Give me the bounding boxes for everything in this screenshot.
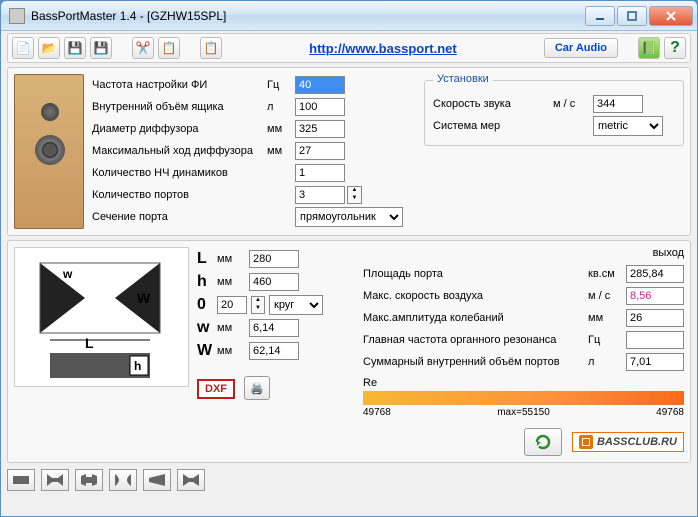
app-window: BassPortMaster 1.4 - [GZHW15SPL] 📄 📂 💾 💾…: [0, 0, 698, 517]
shape-bar: [7, 469, 691, 491]
saveas-button[interactable]: 💾: [90, 37, 112, 59]
help-button[interactable]: ?: [664, 37, 686, 59]
port-diagram-area: w W L h: [14, 247, 189, 456]
svg-text:w: w: [62, 267, 73, 281]
out-organ: [626, 331, 684, 349]
shape-flare2-button[interactable]: [75, 469, 103, 491]
save-button[interactable]: 💾: [64, 37, 86, 59]
input-nport[interactable]: [295, 186, 345, 204]
re-bar: [363, 391, 684, 405]
bassclub-icon: [579, 435, 593, 449]
label-diam: Диаметр диффузора: [92, 123, 267, 135]
label-nport: Количество портов: [92, 189, 267, 201]
svg-text:L: L: [85, 335, 94, 351]
label-section: Сечение порта: [92, 211, 267, 223]
output-panel: w W L h Lмм hмм 0▲▼круг wмм Wмм: [7, 240, 691, 463]
label-volume: Внутренний объём ящика: [92, 101, 267, 113]
bassclub-link[interactable]: BASSCLUB.RU: [572, 432, 684, 452]
app-icon: [9, 8, 25, 24]
shape-cone-button[interactable]: [143, 469, 171, 491]
svg-text:h: h: [134, 359, 141, 373]
cut-button[interactable]: ✂️: [132, 37, 154, 59]
label-xmax: Максимальный ход диффузора: [92, 145, 267, 157]
minimize-button[interactable]: [585, 6, 615, 26]
input-speed[interactable]: [593, 95, 643, 113]
label-speed: Скорость звука: [433, 98, 553, 110]
input-ndrv[interactable]: [295, 164, 345, 182]
open-button[interactable]: 📂: [38, 37, 60, 59]
settings-group: Установки Скорость звукам / с Система ме…: [424, 80, 684, 146]
close-button[interactable]: [649, 6, 693, 26]
svg-text:W: W: [137, 290, 151, 306]
label-system: Система мер: [433, 120, 553, 132]
titlebar[interactable]: BassPortMaster 1.4 - [GZHW15SPL]: [1, 1, 697, 31]
out-area: 285,84: [626, 265, 684, 283]
shape-flare1-button[interactable]: [41, 469, 69, 491]
input-xmax[interactable]: [295, 142, 345, 160]
out-vel: 8,56: [626, 287, 684, 305]
input-0[interactable]: [217, 296, 247, 314]
settings-title: Установки: [433, 73, 493, 85]
toolbar: 📄 📂 💾 💾 ✂️ 📋 📋 http://www.bassport.net C…: [7, 33, 691, 63]
shape-horn-button[interactable]: [177, 469, 205, 491]
out-totvol: 7,01: [626, 353, 684, 371]
website-link[interactable]: http://www.bassport.net: [226, 41, 540, 56]
select-section[interactable]: прямоугольник: [295, 207, 403, 227]
list-button[interactable]: 📋: [200, 37, 222, 59]
input-w[interactable]: [249, 319, 299, 337]
out-amp: 26: [626, 309, 684, 327]
dxf-button[interactable]: DXF: [197, 379, 235, 399]
maximize-button[interactable]: [617, 6, 647, 26]
label-ndrv: Количество НЧ динамиков: [92, 167, 267, 179]
paste-button[interactable]: 📋: [158, 37, 180, 59]
book-button[interactable]: 📗: [638, 37, 660, 59]
input-freq[interactable]: [295, 76, 345, 94]
input-W[interactable]: [249, 342, 299, 360]
port-diagram: w W L h: [14, 247, 189, 387]
select-shape[interactable]: круг: [269, 295, 323, 315]
input-diam[interactable]: [295, 120, 345, 138]
refresh-button[interactable]: [524, 428, 562, 456]
input-L[interactable]: [249, 250, 299, 268]
spinner-0[interactable]: ▲▼: [251, 296, 265, 314]
shape-rect-button[interactable]: [7, 469, 35, 491]
main-params-panel: Частота настройки ФИГц Внутренний объём …: [7, 67, 691, 236]
speaker-image: [14, 74, 84, 229]
input-h[interactable]: [249, 273, 299, 291]
nport-spinner[interactable]: ▲▼: [347, 186, 362, 204]
label-freq: Частота настройки ФИ: [92, 79, 267, 91]
output-header: выход: [363, 247, 684, 259]
input-volume[interactable]: [295, 98, 345, 116]
new-button[interactable]: 📄: [12, 37, 34, 59]
select-system[interactable]: metric: [593, 116, 663, 136]
window-title: BassPortMaster 1.4 - [GZHW15SPL]: [31, 9, 585, 23]
print-button[interactable]: 🖨️: [244, 376, 270, 400]
caraudio-button[interactable]: Car Audio: [544, 38, 618, 58]
shape-flare3-button[interactable]: [109, 469, 137, 491]
content-area: 📄 📂 💾 💾 ✂️ 📋 📋 http://www.bassport.net C…: [1, 31, 697, 516]
